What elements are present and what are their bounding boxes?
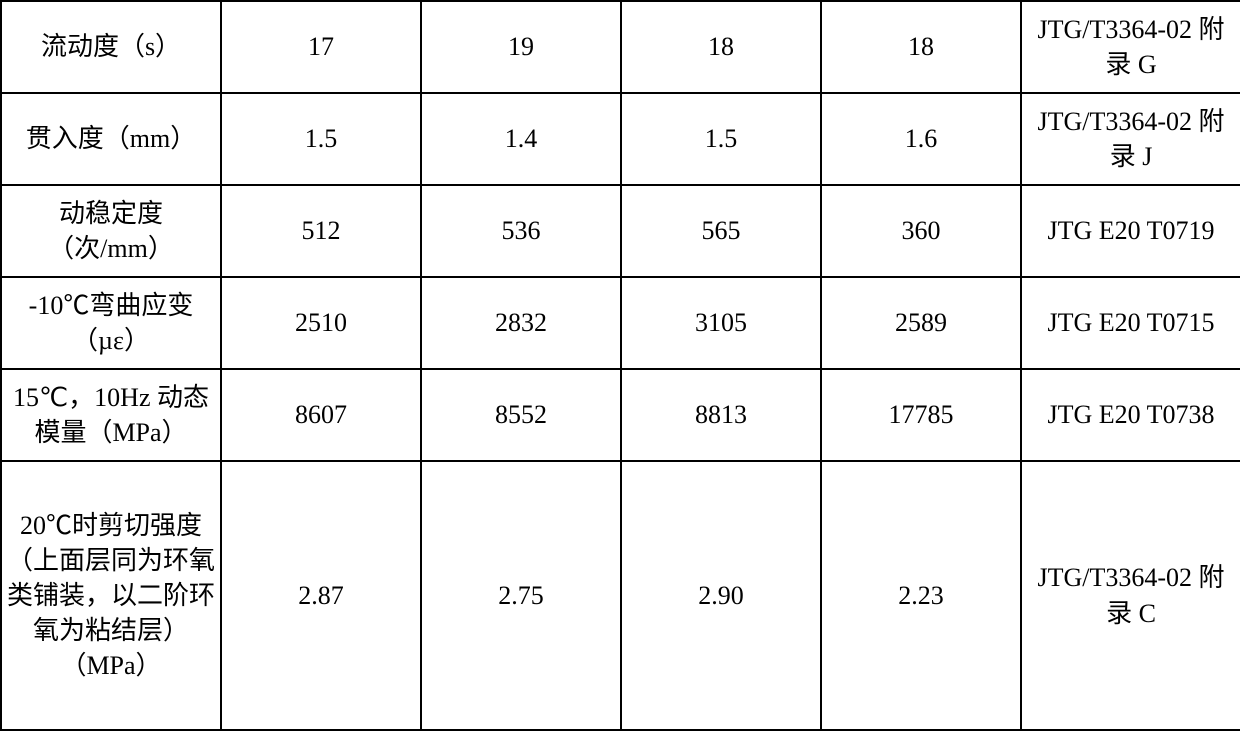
value-cell: 18 xyxy=(621,1,821,93)
param-cell: -10℃弯曲应变（µε） xyxy=(1,277,221,369)
value-cell: 8607 xyxy=(221,369,421,461)
value-cell: 17 xyxy=(221,1,421,93)
method-cell: JTG E20 T0715 xyxy=(1021,277,1240,369)
table-row: 20℃时剪切强度（上面层同为环氧类铺装，以二阶环氧为粘结层）（MPa） 2.87… xyxy=(1,461,1240,730)
value-cell: 2.23 xyxy=(821,461,1021,730)
table-row: 贯入度（mm） 1.5 1.4 1.5 1.6 JTG/T3364-02 附录 … xyxy=(1,93,1240,185)
value-cell: 2.87 xyxy=(221,461,421,730)
value-cell: 2.75 xyxy=(421,461,621,730)
value-cell: 1.5 xyxy=(621,93,821,185)
value-cell: 2832 xyxy=(421,277,621,369)
param-cell: 20℃时剪切强度（上面层同为环氧类铺装，以二阶环氧为粘结层）（MPa） xyxy=(1,461,221,730)
value-cell: 1.4 xyxy=(421,93,621,185)
value-cell: 19 xyxy=(421,1,621,93)
table-row: 动稳定度（次/mm） 512 536 565 360 JTG E20 T0719 xyxy=(1,185,1240,277)
value-cell: 2589 xyxy=(821,277,1021,369)
value-cell: 3105 xyxy=(621,277,821,369)
value-cell: 565 xyxy=(621,185,821,277)
value-cell: 512 xyxy=(221,185,421,277)
method-cell: JTG/T3364-02 附录 C xyxy=(1021,461,1240,730)
value-cell: 1.5 xyxy=(221,93,421,185)
param-cell: 流动度（s） xyxy=(1,1,221,93)
table-row: 15℃，10Hz 动态模量（MPa） 8607 8552 8813 17785 … xyxy=(1,369,1240,461)
method-cell: JTG E20 T0738 xyxy=(1021,369,1240,461)
method-cell: JTG E20 T0719 xyxy=(1021,185,1240,277)
method-cell: JTG/T3364-02 附录 G xyxy=(1021,1,1240,93)
value-cell: 8552 xyxy=(421,369,621,461)
method-cell: JTG/T3364-02 附录 J xyxy=(1021,93,1240,185)
value-cell: 18 xyxy=(821,1,1021,93)
value-cell: 536 xyxy=(421,185,621,277)
param-cell: 15℃，10Hz 动态模量（MPa） xyxy=(1,369,221,461)
data-table: 流动度（s） 17 19 18 18 JTG/T3364-02 附录 G 贯入度… xyxy=(0,0,1240,731)
value-cell: 360 xyxy=(821,185,1021,277)
table-container: 流动度（s） 17 19 18 18 JTG/T3364-02 附录 G 贯入度… xyxy=(0,0,1240,731)
value-cell: 1.6 xyxy=(821,93,1021,185)
param-cell: 贯入度（mm） xyxy=(1,93,221,185)
value-cell: 17785 xyxy=(821,369,1021,461)
table-row: 流动度（s） 17 19 18 18 JTG/T3364-02 附录 G xyxy=(1,1,1240,93)
table-row: -10℃弯曲应变（µε） 2510 2832 3105 2589 JTG E20… xyxy=(1,277,1240,369)
value-cell: 2510 xyxy=(221,277,421,369)
param-cell: 动稳定度（次/mm） xyxy=(1,185,221,277)
value-cell: 2.90 xyxy=(621,461,821,730)
value-cell: 8813 xyxy=(621,369,821,461)
